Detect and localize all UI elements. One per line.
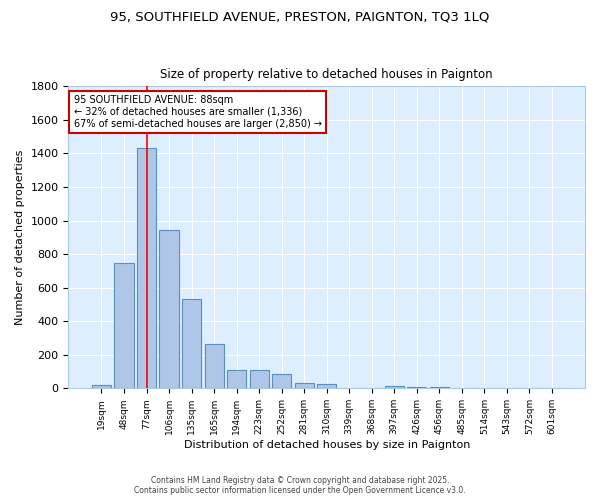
Bar: [430, 386, 449, 388]
Text: 95, SOUTHFIELD AVENUE, PRESTON, PAIGNTON, TQ3 1LQ: 95, SOUTHFIELD AVENUE, PRESTON, PAIGNTON…: [110, 10, 490, 23]
Bar: [205, 344, 224, 389]
Bar: [182, 298, 201, 388]
Bar: [115, 264, 134, 388]
Bar: [317, 384, 336, 388]
Bar: [295, 384, 314, 388]
Bar: [407, 386, 427, 388]
Bar: [250, 370, 269, 388]
Text: 95 SOUTHFIELD AVENUE: 88sqm
← 32% of detached houses are smaller (1,336)
67% of : 95 SOUTHFIELD AVENUE: 88sqm ← 32% of det…: [74, 96, 322, 128]
Y-axis label: Number of detached properties: Number of detached properties: [15, 150, 25, 325]
Bar: [137, 148, 156, 388]
Bar: [385, 386, 404, 388]
Text: Contains HM Land Registry data © Crown copyright and database right 2025.
Contai: Contains HM Land Registry data © Crown c…: [134, 476, 466, 495]
X-axis label: Distribution of detached houses by size in Paignton: Distribution of detached houses by size …: [184, 440, 470, 450]
Bar: [272, 374, 291, 388]
Bar: [92, 385, 111, 388]
Title: Size of property relative to detached houses in Paignton: Size of property relative to detached ho…: [160, 68, 493, 81]
Bar: [227, 370, 246, 388]
Bar: [160, 230, 179, 388]
